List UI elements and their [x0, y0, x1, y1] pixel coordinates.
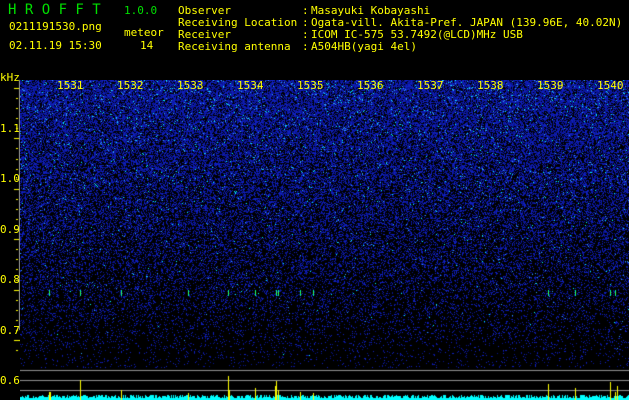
spectrogram-canvas	[20, 80, 629, 400]
info-value-observer: Masayuki Kobayashi	[311, 4, 431, 17]
time-tick-label: 1531	[57, 79, 84, 92]
info-sep: :	[302, 28, 309, 41]
info-value-receiver: ICOM IC-575 53.7492(@LCD)MHz USB	[311, 28, 523, 41]
info-sep: :	[302, 16, 309, 29]
meteor-label: meteor	[124, 26, 164, 39]
info-value-antenna: A504HB(yagi 4el)	[311, 40, 417, 53]
time-tick-label: 1538	[477, 79, 504, 92]
info-sep: :	[302, 4, 309, 17]
info-label-receiver: Receiver	[178, 28, 231, 41]
y-axis	[0, 70, 20, 400]
meteor-count: 14	[140, 39, 154, 52]
time-tick-label: 1540	[597, 79, 624, 92]
time-tick-label: 1536	[357, 79, 384, 92]
filename: 0211191530.png	[9, 20, 102, 33]
app-title: H R O F F T	[8, 2, 101, 18]
time-tick-label: 1533	[177, 79, 204, 92]
time-tick-label: 1537	[417, 79, 444, 92]
info-label-antenna: Receiving antenna	[178, 40, 291, 53]
app-version: 1.0.0	[124, 4, 158, 17]
time-tick-label: 1539	[537, 79, 564, 92]
datetime: 02.11.19 15:30	[9, 39, 102, 52]
time-tick-label: 1532	[117, 79, 144, 92]
time-tick-label: 1535	[297, 79, 324, 92]
info-sep: :	[302, 40, 309, 53]
info-value-location: Ogata-vill. Akita-Pref. JAPAN (139.96E, …	[311, 16, 623, 29]
info-label-observer: Observer	[178, 4, 231, 17]
info-label-location: Receiving Location	[178, 16, 298, 29]
time-tick-label: 1534	[237, 79, 264, 92]
